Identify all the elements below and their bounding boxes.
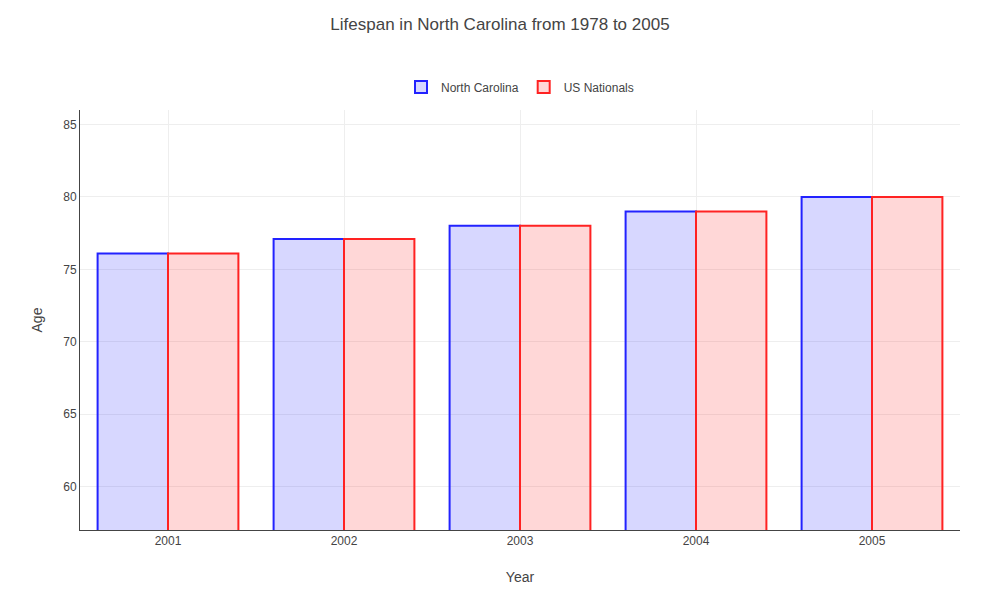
svg-text:85: 85 [63, 118, 77, 132]
svg-text:60: 60 [63, 480, 77, 494]
svg-text:70: 70 [63, 335, 77, 349]
svg-text:Lifespan in North Carolina fro: Lifespan in North Carolina from 1978 to … [330, 15, 669, 34]
svg-text:North Carolina: North Carolina [441, 81, 519, 95]
svg-text:Year: Year [506, 569, 535, 585]
svg-text:80: 80 [63, 190, 77, 204]
svg-text:2005: 2005 [859, 534, 886, 548]
svg-text:2001: 2001 [155, 534, 182, 548]
svg-text:2004: 2004 [683, 534, 710, 548]
svg-text:US Nationals: US Nationals [564, 81, 634, 95]
svg-text:75: 75 [63, 263, 77, 277]
svg-text:2002: 2002 [331, 534, 358, 548]
svg-text:65: 65 [63, 407, 77, 421]
svg-text:Age: Age [29, 307, 45, 332]
svg-text:2003: 2003 [507, 534, 534, 548]
